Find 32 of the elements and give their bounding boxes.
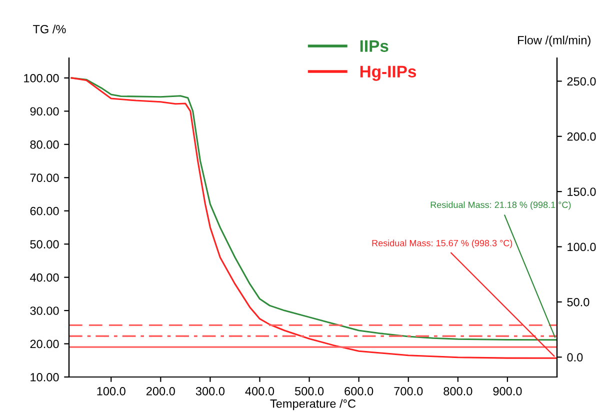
y-tick-label: 40.00 [30,273,59,282]
y2-tick-label: 100.0 [568,242,596,252]
x-tick-label: 800.0 [444,387,472,396]
legend-label: IIPs [360,40,388,52]
y2-tick-label: 250.0 [567,77,596,86]
y2-tick-label: 150.0 [568,188,596,196]
y-tick-label: 70.00 [30,174,59,182]
y-axis-title: TG /% [33,24,66,34]
y-tick-label: 20.00 [30,340,59,348]
y-tick-label: 30.00 [30,306,59,315]
x-tick-label: 600.0 [344,387,374,396]
annotation: Residual Mass: 15.67 % (998.3 °C) [372,240,512,248]
y-tick-label: 60.00 [30,206,59,216]
x-tick-label: 700.0 [394,387,423,396]
annotation: Residual Mass: 21.18 % (998.1 °C) [430,201,571,210]
y-tick-label: 80.00 [30,140,59,149]
x-axis-title: Temperature /°C [270,399,356,410]
y-tick-label: 90.00 [30,107,59,116]
legend-label: Hg-IIPs [360,66,416,81]
y2-tick-label: 200.0 [567,132,596,141]
x-tick-label: 900.0 [493,387,522,396]
y-tick-label: 50.00 [30,240,59,248]
y-tick-label: 10.00 [30,373,59,382]
x-tick-label: 100.0 [97,387,126,396]
y2-tick-label: 50.0 [567,298,590,306]
x-tick-label: 300.0 [196,387,225,396]
x-tick-label: 400.0 [245,387,274,396]
y-tick-label: 100.00 [24,74,59,82]
y2-axis-title: Flow /(ml/min) [518,36,590,47]
x-tick-label: 200.0 [146,387,175,396]
y2-tick-label: 0.0 [567,353,583,362]
x-tick-label: 500.0 [294,387,324,396]
